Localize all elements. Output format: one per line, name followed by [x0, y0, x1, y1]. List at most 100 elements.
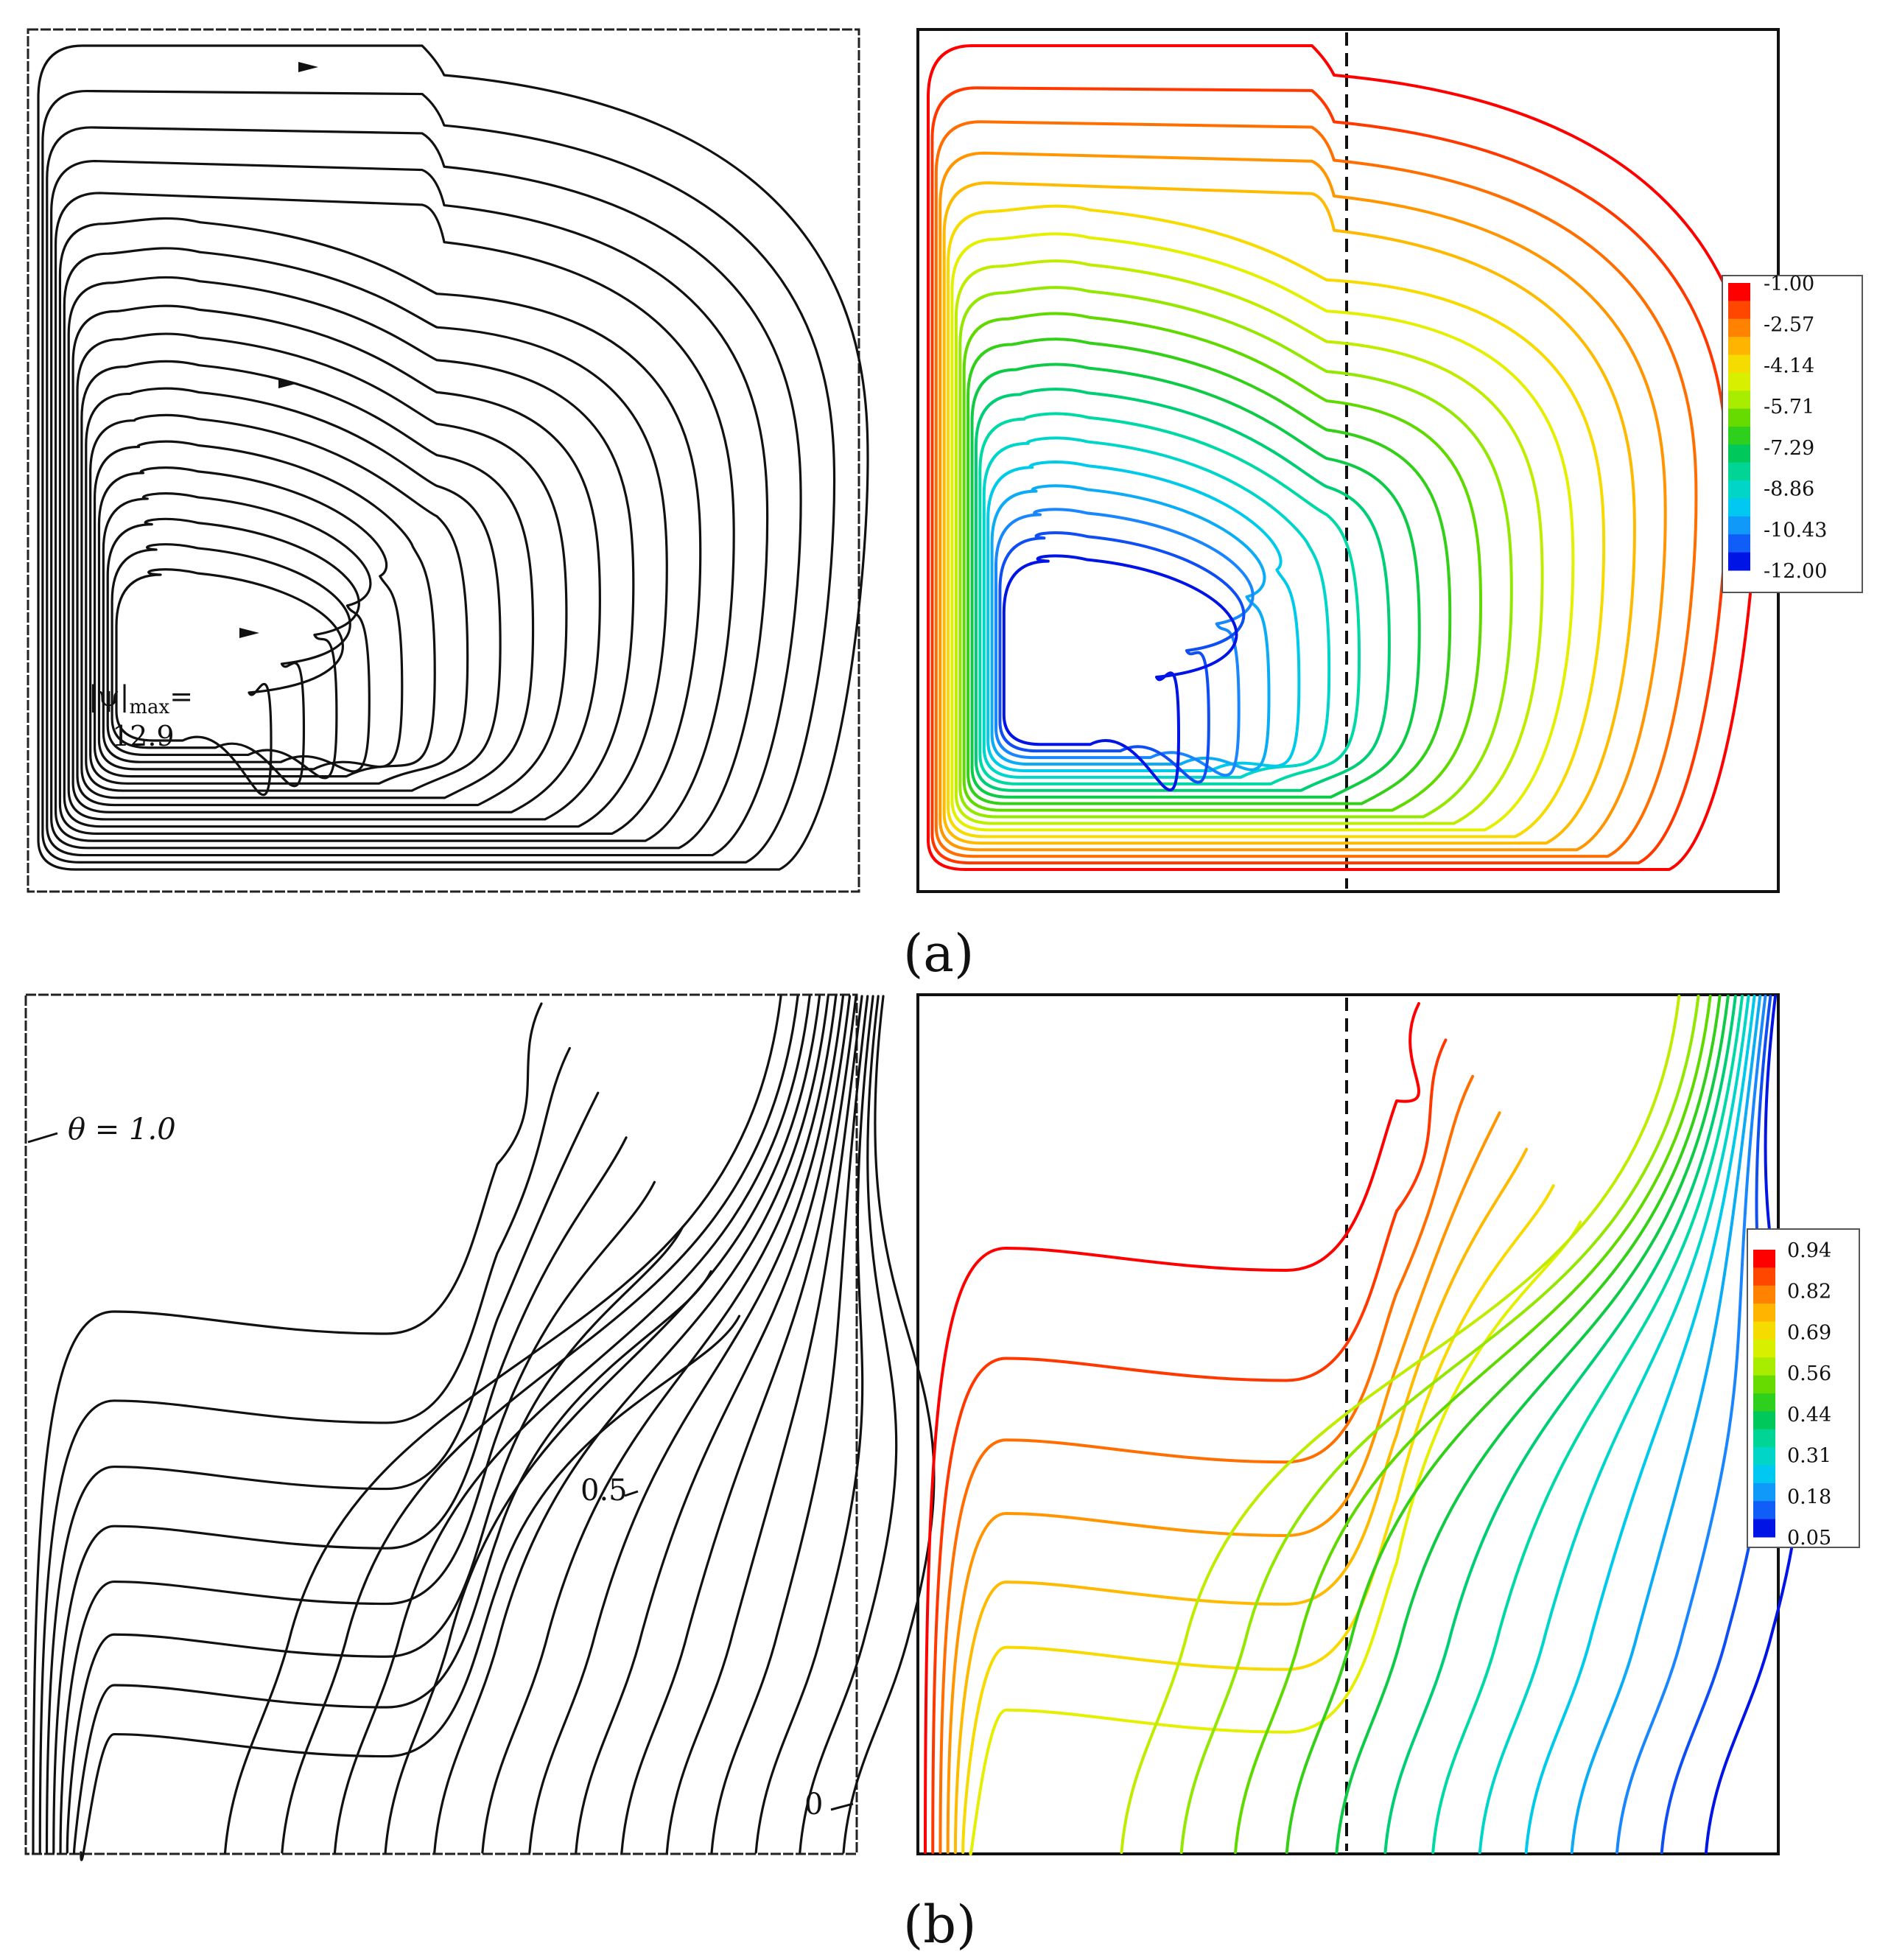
streamline-contour — [54, 192, 735, 842]
streamline-contour — [58, 217, 702, 835]
legend-swatch — [1753, 1357, 1775, 1376]
mid-leader-line — [624, 1490, 639, 1497]
streamline-contour — [994, 508, 1255, 777]
panel-a-left-streamlines — [37, 44, 869, 871]
streamline-contour — [930, 86, 1729, 865]
legend-swatch — [1753, 1429, 1775, 1448]
streamline-contour — [71, 304, 601, 813]
isotherm-contour — [799, 995, 898, 1854]
zero-leader-line — [830, 1802, 854, 1811]
isotherm-contour — [59, 1180, 656, 1854]
streamline-contour — [115, 568, 344, 797]
isotherm-contour — [333, 995, 811, 1854]
isotherm-contour — [1383, 995, 1737, 1854]
legend-swatch — [1753, 1465, 1775, 1484]
legend-swatch — [1728, 480, 1750, 499]
legend-swatch — [1728, 552, 1750, 571]
legend-tick-label: 0.82 — [1787, 1281, 1831, 1303]
legend-swatch — [1728, 498, 1750, 517]
flow-arrow-icon — [239, 628, 259, 638]
isotherm-contour — [961, 1184, 1555, 1854]
isotherm-contour — [528, 995, 845, 1854]
caption-b: (b) — [903, 1894, 976, 1955]
legend-swatch — [1728, 301, 1750, 320]
legend-swatch — [1728, 444, 1750, 463]
legend-tick-label: 0.44 — [1787, 1404, 1831, 1427]
flow-arrow-icon — [278, 378, 298, 388]
legend-swatch — [1728, 337, 1750, 355]
legend-swatch — [1753, 1339, 1775, 1358]
streamline-contour — [938, 151, 1667, 852]
streamline-contour — [986, 461, 1301, 772]
isotherm-contour — [223, 995, 782, 1854]
isotherm-contour — [953, 1147, 1529, 1854]
isotherm-contour — [1615, 995, 1767, 1854]
streamline-contour — [41, 89, 836, 864]
isotherm-contour — [72, 1270, 712, 1854]
isotherm-contour — [66, 1225, 684, 1854]
isotherm-contour — [1524, 995, 1756, 1854]
panel-a-left-frame — [27, 28, 860, 893]
isotherm-contour — [1570, 995, 1762, 1854]
legend-swatch — [1728, 372, 1750, 391]
legend-swatch — [1728, 408, 1750, 427]
legend-swatch — [1753, 1303, 1775, 1322]
psi-max-value: 12.9 — [112, 720, 175, 752]
streamline-contour — [102, 492, 372, 773]
isotherm-contour — [384, 995, 821, 1854]
streamline-contour — [950, 232, 1575, 832]
streamline-contour — [998, 531, 1246, 784]
streamline-contour — [89, 413, 469, 785]
streamline-contour — [63, 247, 668, 828]
streamline-contour — [934, 120, 1698, 858]
legend-tick-label: -2.57 — [1764, 314, 1814, 337]
isotherm-contour — [1234, 995, 1712, 1854]
legend-swatch — [1753, 1519, 1775, 1538]
theta-leader-line — [27, 1132, 58, 1144]
streamline-contour — [85, 387, 502, 792]
streamline-contour — [970, 363, 1421, 799]
legend-swatch — [1728, 427, 1750, 445]
panel-b-right-isotherms — [924, 995, 1803, 1856]
theta-top-label: θ = 1.0 — [68, 1113, 176, 1147]
streamline-contour — [927, 44, 1759, 871]
streamline-contour — [106, 517, 360, 780]
isotherm-contour — [1431, 995, 1744, 1854]
legend-swatch — [1728, 462, 1750, 481]
isotherm-contour — [1478, 995, 1750, 1854]
streamline-contour — [962, 312, 1483, 812]
isotherm-contour — [842, 995, 936, 1854]
streamline-contour — [37, 44, 869, 871]
isotherm-contour — [931, 1038, 1448, 1854]
streamline-contour — [978, 412, 1361, 785]
streamline-contour — [958, 286, 1513, 819]
legend-tick-label: -12.00 — [1764, 560, 1827, 583]
isotherm-contour — [665, 995, 863, 1854]
streamline-contour — [93, 440, 436, 778]
legend-swatch — [1753, 1393, 1775, 1412]
legend-swatch — [1753, 1375, 1775, 1394]
panel-a-right-streamlines — [927, 44, 1759, 871]
legend-swatch — [1728, 283, 1750, 301]
legend-tick-label: 0.31 — [1787, 1445, 1831, 1468]
legend-swatch — [1753, 1250, 1775, 1268]
legend-tick-label: 0.05 — [1787, 1527, 1831, 1550]
streamline-contour — [947, 204, 1606, 839]
streamline-contour — [50, 159, 769, 850]
isotherm-contour — [38, 1046, 571, 1854]
legend-tick-label: 0.56 — [1787, 1362, 1831, 1385]
legend-swatch — [1753, 1267, 1775, 1287]
legend-tick-label: -10.43 — [1764, 519, 1827, 542]
legend-tick-label: -4.14 — [1764, 354, 1814, 377]
streamline-contour — [1002, 554, 1238, 792]
legend-swatch — [1753, 1321, 1775, 1340]
isotherm-contour — [946, 1111, 1501, 1854]
streamline-contour — [942, 181, 1636, 845]
streamline-contour — [67, 276, 635, 821]
isotherm-contour — [1285, 995, 1722, 1854]
legend-panel-a: -1.00 -2.57 -4.14 -5.71 -7.29 -8.86 -10.43 -12.… — [1722, 273, 1863, 593]
legend-tick-label: -7.29 — [1764, 437, 1814, 460]
isotherm-contour — [754, 995, 874, 1854]
psi-max-label: |ψ|max= — [88, 680, 193, 718]
